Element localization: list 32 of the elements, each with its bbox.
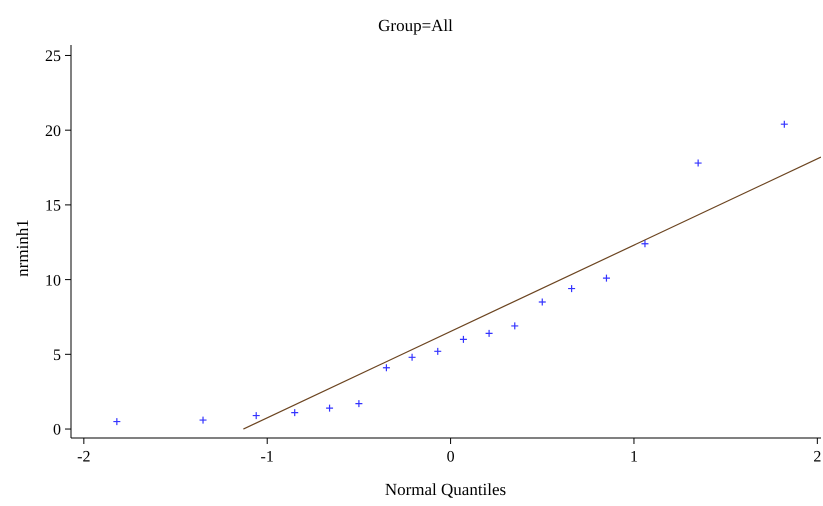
point [640, 240, 650, 248]
point [459, 335, 468, 344]
y-tick-label: 5 [53, 347, 61, 364]
x-tick-label: 0 [446, 448, 455, 466]
point [290, 408, 299, 417]
point [408, 353, 416, 362]
y-axis-title: nrminh1 [13, 218, 33, 279]
point [568, 284, 576, 293]
x-tick-label: 1 [630, 448, 638, 466]
chart-subtitle: Group=All [377, 16, 454, 36]
x-axis-title: Normal Quantiles [384, 480, 508, 500]
point [382, 364, 391, 372]
y-tick-label: 15 [45, 198, 61, 215]
point [198, 416, 208, 424]
point [780, 120, 788, 128]
point [112, 417, 121, 426]
point [602, 274, 611, 282]
y-tick-label: 25 [45, 48, 61, 66]
y-tick-label: 10 [45, 272, 61, 290]
point [694, 158, 702, 168]
point [252, 411, 260, 420]
point [510, 322, 519, 330]
point [325, 404, 334, 412]
x-tick-label: 2 [813, 448, 822, 466]
y-tick-label: 20 [45, 122, 61, 140]
x-tick-label: -2 [77, 448, 90, 466]
point [538, 298, 546, 306]
x-tick-label: -1 [260, 448, 274, 466]
point [484, 329, 494, 338]
point [354, 400, 363, 408]
point [434, 347, 442, 356]
y-tick-label: 0 [53, 422, 61, 439]
